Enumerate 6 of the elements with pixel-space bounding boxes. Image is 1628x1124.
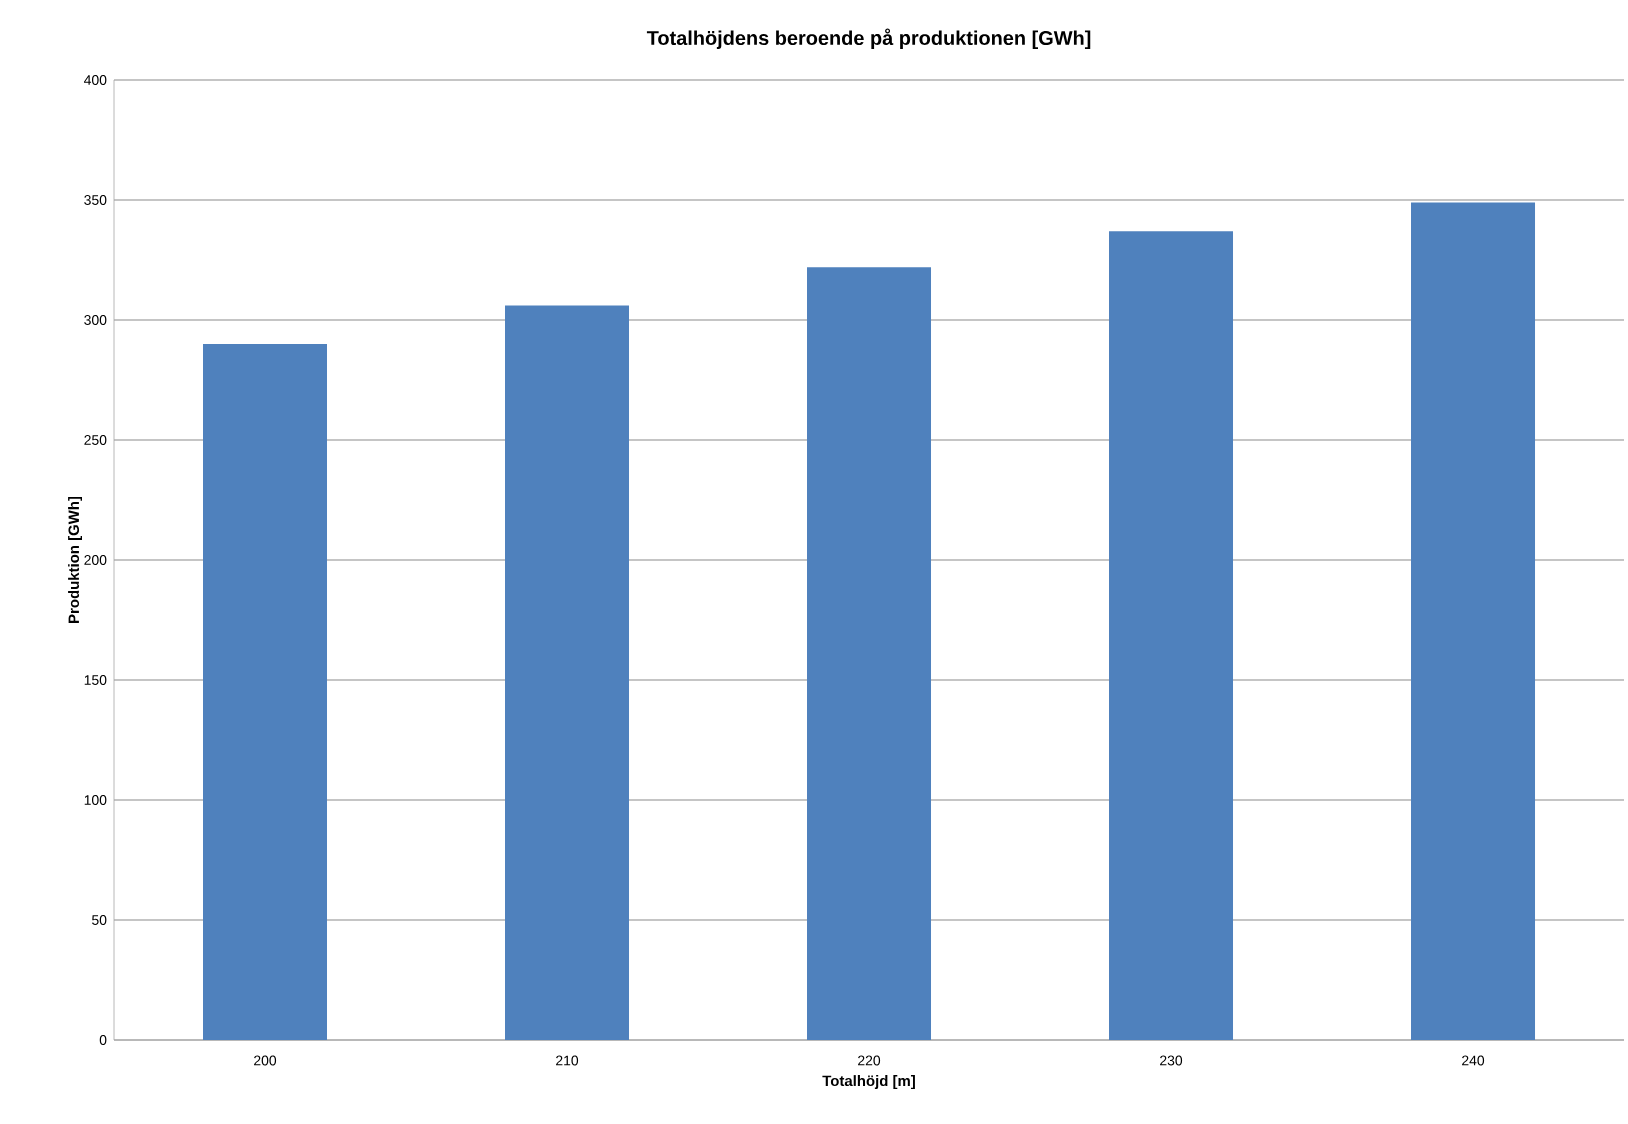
bar bbox=[1109, 231, 1234, 1040]
bar bbox=[1411, 202, 1536, 1040]
bar bbox=[203, 343, 327, 1040]
bar bbox=[505, 305, 630, 1040]
bar bbox=[807, 267, 932, 1040]
chart-title: Totalhöjdens beroende på produktionen [GWh] bbox=[646, 28, 1091, 49]
